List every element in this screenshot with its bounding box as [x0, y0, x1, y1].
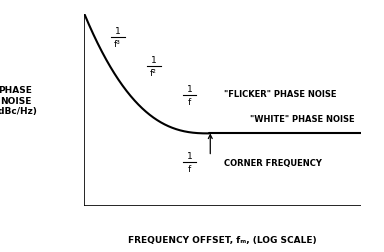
Text: PHASE
NOISE
(dBc/Hz): PHASE NOISE (dBc/Hz)	[0, 86, 37, 116]
Text: f: f	[188, 165, 191, 173]
Text: f³: f³	[114, 40, 121, 49]
Text: CORNER FREQUENCY: CORNER FREQUENCY	[224, 158, 322, 167]
Text: 1: 1	[151, 56, 156, 65]
Text: f: f	[188, 98, 191, 106]
Text: "FLICKER" PHASE NOISE: "FLICKER" PHASE NOISE	[224, 90, 337, 99]
Text: 1: 1	[115, 27, 121, 36]
Text: FREQUENCY OFFSET, fₘ, (LOG SCALE): FREQUENCY OFFSET, fₘ, (LOG SCALE)	[128, 235, 317, 244]
Text: "WHITE" PHASE NOISE: "WHITE" PHASE NOISE	[250, 115, 355, 124]
Text: 1: 1	[187, 152, 192, 161]
Text: 1: 1	[187, 85, 192, 94]
Text: f²: f²	[150, 69, 157, 78]
